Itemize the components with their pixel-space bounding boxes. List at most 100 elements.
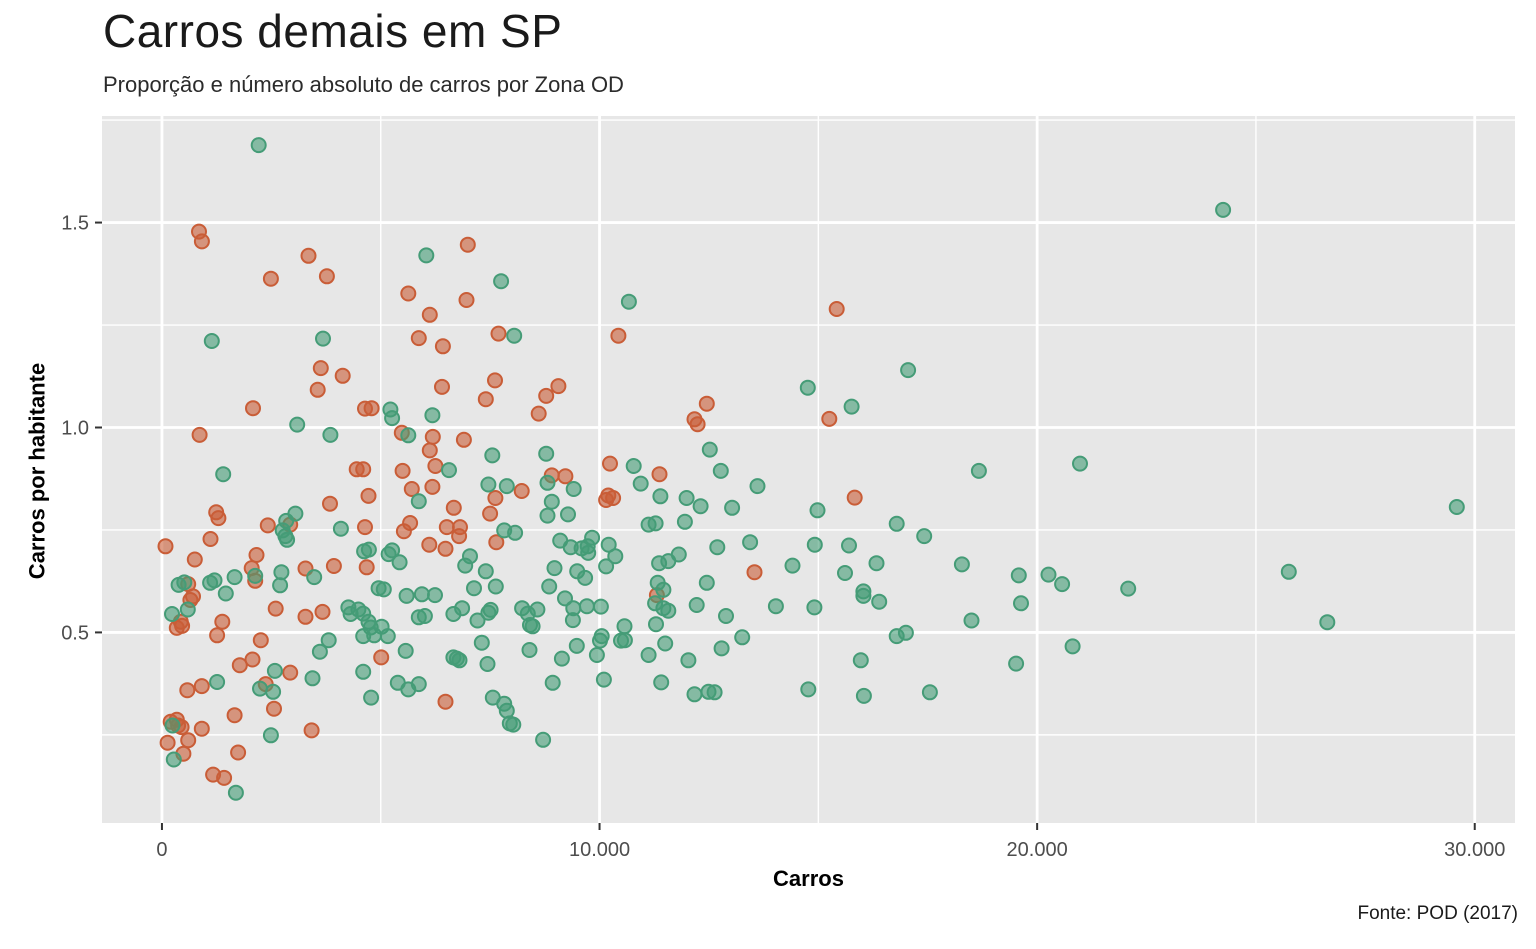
data-point-zonas-verde: [592, 632, 608, 649]
plot-panel: [102, 116, 1515, 823]
data-point-zonas-verde: [1010, 567, 1027, 584]
data-point-zonas-verde: [692, 498, 709, 515]
data-point-zonas-laranja: [421, 306, 438, 323]
data-point-zonas-verde: [916, 528, 933, 545]
data-point-zonas-verde: [398, 587, 415, 604]
x-tick-label: 30.000: [1444, 839, 1505, 861]
data-point-zonas-verde: [580, 544, 597, 561]
data-point-zonas-verde: [625, 458, 642, 474]
data-point-zonas-verde: [203, 333, 220, 349]
data-point-zonas-verde: [179, 601, 196, 618]
data-point-zonas-laranja: [355, 461, 372, 478]
data-point-zonas-laranja: [180, 732, 197, 749]
data-point-zonas-laranja: [193, 720, 210, 737]
data-point-zonas-laranja: [689, 416, 706, 433]
data-point-zonas-laranja: [210, 510, 227, 527]
data-point-zonas-verde: [379, 628, 396, 645]
data-point-zonas-verde: [953, 556, 970, 573]
data-point-zonas-laranja: [530, 405, 547, 422]
data-point-zonas-verde: [384, 410, 401, 427]
data-point-zonas-verde: [529, 601, 546, 618]
data-point-zonas-verde: [524, 618, 541, 635]
data-point-zonas-verde: [670, 546, 687, 563]
data-point-zonas-verde: [560, 506, 576, 523]
data-point-zonas-verde: [564, 612, 581, 629]
data-point-zonas-verde: [209, 674, 226, 690]
data-point-zonas-verde: [678, 490, 695, 506]
data-point-zonas-verde: [676, 513, 693, 530]
data-point-zonas-verde: [607, 548, 624, 565]
data-point-zonas-verde: [391, 554, 408, 571]
data-point-zonas-verde: [451, 652, 468, 669]
data-point-zonas-verde: [227, 784, 244, 801]
data-point-zonas-verde: [698, 574, 715, 591]
points-layer: [157, 137, 1465, 801]
data-point-zonas-verde: [806, 599, 823, 616]
data-point-zonas-laranja: [248, 547, 265, 563]
data-point-zonas-laranja: [297, 608, 314, 625]
data-point-zonas-verde: [477, 563, 494, 580]
data-point-zonas-laranja: [488, 534, 505, 551]
data-point-zonas-laranja: [186, 551, 203, 568]
data-point-zonas-laranja: [262, 270, 279, 287]
data-point-zonas-laranja: [482, 505, 499, 522]
data-point-zonas-verde: [505, 716, 522, 733]
data-point-zonas-verde: [749, 478, 766, 495]
data-point-zonas-verde: [1040, 566, 1057, 583]
data-point-zonas-verde: [718, 608, 734, 624]
data-point-zonas-verde: [507, 524, 524, 541]
data-point-zonas-verde: [315, 330, 331, 347]
data-point-zonas-verde: [311, 643, 328, 660]
data-point-zonas-verde: [652, 488, 669, 505]
data-point-zonas-laranja: [459, 236, 476, 253]
data-point-zonas-verde: [584, 529, 601, 546]
data-point-zonas-verde: [871, 593, 888, 610]
x-tick-label: 0: [156, 839, 167, 861]
data-point-zonas-verde: [568, 637, 585, 654]
data-point-zonas-laranja: [557, 468, 574, 485]
data-point-zonas-laranja: [360, 487, 377, 504]
data-point-zonas-verde: [655, 581, 672, 598]
data-point-zonas-verde: [837, 565, 853, 581]
data-point-zonas-laranja: [403, 481, 420, 497]
data-point-zonas-verde: [332, 520, 349, 537]
data-point-zonas-verde: [484, 447, 501, 464]
data-point-zonas-laranja: [266, 700, 282, 717]
data-point-zonas-verde: [852, 652, 869, 669]
data-point-zonas-verde: [577, 569, 594, 586]
data-point-zonas-verde: [487, 578, 504, 595]
data-point-zonas-laranja: [438, 519, 455, 536]
data-point-zonas-laranja: [245, 400, 261, 417]
data-point-zonas-verde: [418, 247, 435, 264]
data-point-zonas-verde: [480, 476, 497, 493]
data-point-zonas-verde: [170, 576, 187, 593]
data-point-zonas-laranja: [312, 360, 329, 377]
data-point-zonas-verde: [360, 541, 377, 558]
data-point-zonas-laranja: [402, 515, 419, 531]
data-point-zonas-verde: [384, 542, 401, 559]
data-point-zonas-laranja: [513, 483, 530, 499]
data-point-zonas-verde: [479, 656, 496, 672]
data-point-zonas-verde: [660, 602, 677, 619]
data-point-zonas-laranja: [602, 455, 618, 472]
data-point-zonas-verde: [598, 558, 615, 575]
data-point-zonas-verde: [806, 536, 823, 553]
data-point-zonas-verde: [1064, 638, 1081, 655]
data-point-zonas-verde: [272, 577, 289, 594]
data-point-zonas-verde: [226, 569, 243, 586]
data-point-zonas-laranja: [437, 540, 454, 557]
data-point-zonas-laranja: [538, 387, 555, 404]
source-caption: Fonte: POD (2017): [1357, 903, 1518, 924]
data-point-zonas-laranja: [318, 268, 335, 285]
data-point-zonas-verde: [506, 327, 523, 344]
data-point-zonas-verde: [784, 557, 801, 574]
data-point-zonas-laranja: [358, 559, 375, 576]
data-point-zonas-verde: [799, 379, 816, 396]
data-point-zonas-laranja: [179, 682, 196, 699]
data-point-zonas-laranja: [455, 431, 472, 448]
data-point-zonas-verde: [538, 445, 555, 462]
data-point-zonas-laranja: [434, 338, 451, 355]
data-point-zonas-laranja: [550, 378, 567, 395]
data-point-zonas-verde: [546, 560, 563, 577]
